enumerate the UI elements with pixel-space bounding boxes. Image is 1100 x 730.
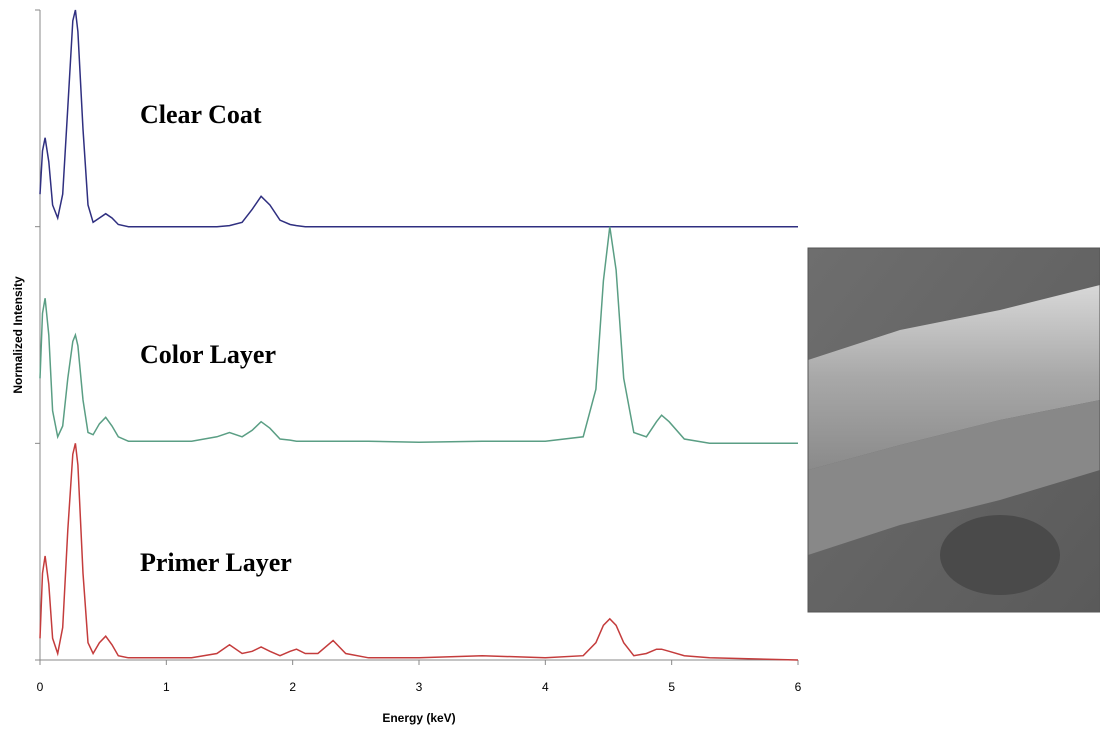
series-label: Clear Coat	[140, 100, 262, 129]
x-tick-label: 2	[289, 680, 296, 694]
series-label: Color Layer	[140, 340, 276, 369]
spectrum-line	[40, 227, 798, 444]
chart: Energy (keV) Normalized Intensity 0 1 2 3 4 5…	[0, 0, 1100, 730]
x-tick-label: 6	[795, 680, 802, 694]
sem-image	[808, 248, 1100, 612]
x-tick-label: 1	[163, 680, 170, 694]
x-axis-title: Energy (keV)	[382, 711, 455, 725]
y-axis-title: Normalized Intensity	[11, 276, 25, 394]
x-tick-label: 4	[542, 680, 549, 694]
x-tick-label: 5	[668, 680, 675, 694]
series-label: Primer Layer	[140, 548, 292, 577]
x-tick-label: 0	[37, 680, 44, 694]
x-tick-label: 3	[416, 680, 423, 694]
